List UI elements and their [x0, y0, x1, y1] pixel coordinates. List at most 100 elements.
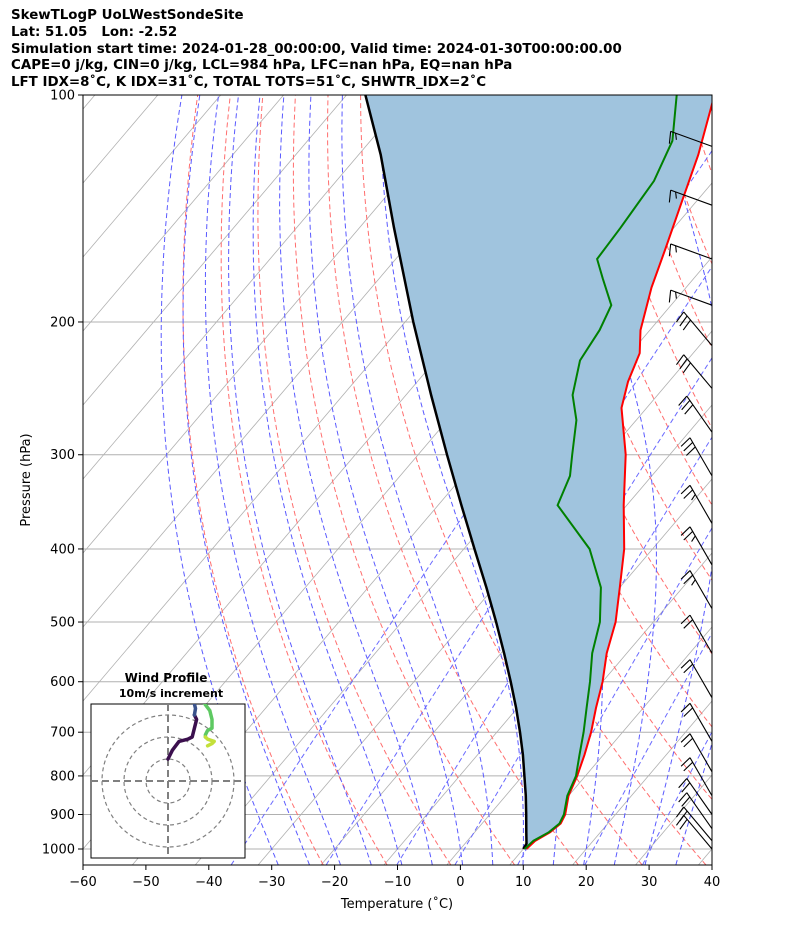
wind-barb: [678, 395, 713, 433]
header-times: Simulation start time: 2024-01-28_00:00:…: [11, 41, 622, 57]
header-indices-1: CAPE=0 j/kg, CIN=0 j/kg, LCL=984 hPa, LF…: [11, 58, 513, 74]
wind-barb: [678, 792, 713, 830]
x-tick-label: −30: [258, 875, 285, 890]
mixing-ratio-line: [517, 526, 712, 865]
cin-cape-shading: [365, 95, 712, 849]
wind-barb: [676, 806, 713, 842]
hodograph-trace: [166, 713, 199, 761]
moist-adiabat-line: [228, 95, 372, 865]
wind-barb: [668, 289, 713, 306]
x-tick-label: 30: [641, 875, 658, 890]
isotherm-line: [761, 95, 794, 865]
wind-barb: [680, 733, 713, 773]
hodograph-trace: [192, 704, 198, 717]
header-title: SkewTLogP UoLWestSondeSite: [11, 8, 244, 23]
dry-adiabat-line: [425, 95, 712, 801]
wind-barb: [680, 702, 713, 742]
hodograph-subtitle: 10m/s increment: [119, 687, 223, 700]
hodograph-trace: [202, 704, 214, 739]
wind-barb: [668, 243, 713, 260]
parcel-profile-line: [364, 95, 528, 850]
isotherm-line: [698, 848, 712, 865]
y-axis-ticks: 100 200 300 400 500 600 700 800 900 1000: [42, 89, 83, 858]
y-tick-label: 600: [50, 675, 75, 690]
x-tick-label: 0: [456, 875, 464, 890]
mixing-ratio-line: [642, 730, 712, 865]
y-tick-label: 400: [50, 542, 75, 557]
temperature-line: [525, 100, 712, 850]
x-axis-ticks: −60 −50 −40 −30 −20 −10 0 10 20 30 40: [69, 865, 720, 890]
wind-barb: [668, 189, 713, 206]
wind-barb: [680, 659, 713, 698]
y-tick-label: 900: [50, 808, 75, 823]
moist-adiabat-line: [204, 95, 341, 865]
wind-barb: [678, 778, 713, 815]
dewpoint-line: [523, 95, 678, 850]
moist-adiabat-line: [308, 95, 464, 865]
isotherm-line: [83, 95, 410, 480]
isotherm-line: [572, 700, 712, 865]
dry-adiabat-line: [555, 95, 712, 506]
isotherm-line: [320, 404, 712, 865]
header-location: Lat: 51.05 Lon: -2.52: [11, 24, 178, 40]
sounding-traces: [364, 95, 712, 850]
chart-header: SkewTLogP UoLWestSondeSite Lat: 51.05 Lon…: [11, 8, 622, 92]
moist-adiabat-line: [182, 95, 310, 865]
moist-adiabat-line: [379, 95, 524, 865]
y-tick-label: 200: [50, 315, 75, 330]
isotherm-line: [83, 95, 284, 332]
x-tick-label: 10: [515, 875, 532, 890]
wind-barb: [680, 570, 713, 609]
x-tick-label: 20: [578, 875, 595, 890]
wind-barb: [680, 437, 713, 477]
wind-barb: [668, 130, 713, 147]
y-tick-label: 700: [50, 726, 75, 741]
isotherm-line: [83, 95, 96, 110]
mixing-ratio-line: [396, 356, 712, 865]
wind-barb: [680, 484, 713, 524]
y-axis-label: Pressure (hPa): [19, 433, 34, 526]
x-tick-label: −10: [384, 875, 411, 890]
y-tick-label: 100: [50, 89, 75, 104]
x-axis-label: Temperature (˚C): [340, 896, 453, 912]
y-tick-label: 500: [50, 616, 75, 631]
isotherm-line: [83, 95, 222, 258]
moist-adiabat-line: [160, 95, 279, 865]
dry-adiabat-line: [719, 95, 794, 865]
isotherm-line: [83, 95, 473, 554]
isotherm-line: [509, 626, 712, 865]
dry-adiabat-line: [752, 95, 794, 865]
x-tick-label: 40: [704, 875, 721, 890]
wind-barbs: [668, 130, 713, 850]
moist-adiabat-line: [252, 95, 403, 865]
isotherm-line: [383, 478, 712, 865]
wind-barb: [676, 814, 713, 850]
wind-barb: [676, 354, 713, 389]
hodograph-trace: [203, 735, 216, 748]
dry-adiabat-line: [182, 95, 324, 865]
mixing-ratio-line: [584, 632, 712, 865]
x-tick-label: −20: [321, 875, 348, 890]
x-tick-label: −60: [69, 875, 96, 890]
isotherm-line: [83, 95, 347, 406]
hodograph-title: Wind Profile: [125, 671, 208, 685]
x-tick-label: −40: [195, 875, 222, 890]
wind-barb: [680, 526, 713, 566]
x-tick-label: −50: [132, 875, 159, 890]
dry-adiabat-line: [292, 95, 516, 865]
dry-adiabat-line: [257, 95, 452, 865]
dry-adiabat-line: [220, 95, 388, 865]
moist-adiabat-line: [341, 95, 494, 865]
header-indices-2: LFT IDX=8˚C, K IDX=31˚C, TOTAL TOTS=51˚C…: [11, 75, 487, 91]
y-tick-label: 800: [50, 769, 75, 784]
wind-profile-hodograph: Wind Profile 10m/s increment: [90, 671, 246, 859]
y-tick-label: 300: [50, 448, 75, 463]
wind-barb: [680, 614, 713, 654]
y-tick-label: 1000: [42, 843, 75, 858]
moist-adiabat-line: [675, 741, 712, 865]
wind-barb: [676, 311, 713, 347]
dry-adiabat-line: [360, 95, 643, 865]
moist-adiabat-line: [557, 95, 657, 865]
wind-barb: [680, 757, 713, 797]
